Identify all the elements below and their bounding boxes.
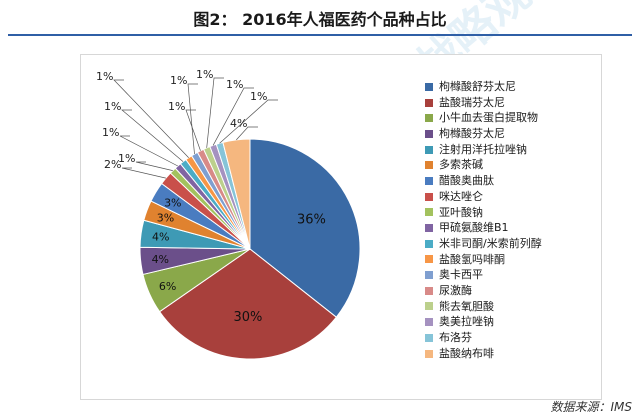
legend-item: 熊去氧胆酸 bbox=[425, 299, 625, 315]
legend-item: 多索茶碱 bbox=[425, 157, 625, 173]
legend-label: 尿激酶 bbox=[439, 283, 472, 297]
data-source: 数据来源：IMS bbox=[550, 400, 632, 414]
title-divider bbox=[8, 34, 632, 36]
legend-label: 枸橼酸芬太尼 bbox=[439, 127, 505, 141]
legend-swatch bbox=[425, 255, 433, 264]
slice-data-label: 2% bbox=[104, 158, 121, 171]
legend-label: 盐酸氢吗啡酮 bbox=[439, 252, 505, 266]
leader-line bbox=[113, 79, 189, 158]
legend-label: 多索茶碱 bbox=[439, 158, 483, 172]
legend-swatch bbox=[425, 176, 433, 185]
legend-item: 小牛血去蛋白提取物 bbox=[425, 110, 625, 126]
slice-data-label: 1% bbox=[104, 100, 121, 113]
legend-label: 亚叶酸钠 bbox=[439, 205, 483, 219]
leader-line bbox=[212, 87, 254, 146]
leader-line bbox=[135, 161, 173, 171]
legend-item: 注射用洋托拉唑钠 bbox=[425, 142, 625, 158]
slice-data-label: 1% bbox=[118, 152, 135, 165]
leader-line bbox=[121, 167, 166, 179]
slice-data-label: 6% bbox=[159, 280, 176, 293]
slice-data-label: 4% bbox=[152, 253, 169, 266]
legend-label: 醋酸奥曲肽 bbox=[439, 174, 494, 188]
slice-data-label: 4% bbox=[152, 230, 169, 243]
legend-label: 小牛血去蛋白提取物 bbox=[439, 111, 538, 125]
legend-swatch bbox=[425, 129, 433, 138]
legend-swatch bbox=[425, 318, 433, 327]
legend-swatch bbox=[425, 98, 433, 107]
leader-line bbox=[185, 109, 201, 151]
legend-label: 奥美拉唑钠 bbox=[439, 315, 494, 329]
legend-swatch bbox=[425, 208, 433, 217]
legend-label: 甲硫氨酸维B1 bbox=[439, 221, 509, 235]
leader-line bbox=[236, 126, 258, 141]
legend-item: 醋酸奥曲肽 bbox=[425, 173, 625, 189]
legend-swatch bbox=[425, 333, 433, 342]
legend-label: 米非司酮/米索前列醇 bbox=[439, 236, 542, 250]
legend-label: 盐酸瑞芬太尼 bbox=[439, 95, 505, 109]
legend-swatch bbox=[425, 224, 433, 233]
legend-swatch bbox=[425, 114, 433, 123]
legend-swatch bbox=[425, 271, 433, 280]
legend-swatch bbox=[425, 161, 433, 170]
leader-line bbox=[206, 77, 224, 148]
legend-item: 尿激酶 bbox=[425, 283, 625, 299]
legend-swatch bbox=[425, 192, 433, 201]
legend-item: 奥卡西平 bbox=[425, 267, 625, 283]
legend-item: 甲硫氨酸维B1 bbox=[425, 220, 625, 236]
slice-data-label: 1% bbox=[250, 90, 267, 103]
legend-label: 奥卡西平 bbox=[439, 268, 483, 282]
slice-data-label: 30% bbox=[233, 310, 262, 325]
legend-item: 枸橼酸芬太尼 bbox=[425, 126, 625, 142]
legend-item: 枸橼酸舒芬太尼 bbox=[425, 79, 625, 95]
slice-data-label: 1% bbox=[102, 126, 119, 139]
legend-label: 注射用洋托拉唑钠 bbox=[439, 142, 527, 156]
legend-swatch bbox=[425, 302, 433, 311]
leader-line bbox=[119, 135, 178, 167]
pie-slice bbox=[158, 248, 338, 360]
legend-item: 盐酸瑞芬太尼 bbox=[425, 95, 625, 111]
legend-label: 盐酸纳布啡 bbox=[439, 346, 494, 360]
leader-line bbox=[219, 99, 278, 144]
legend-item: 奥美拉唑钠 bbox=[425, 314, 625, 330]
slice-data-label: 1% bbox=[196, 68, 213, 81]
leader-line bbox=[121, 109, 184, 162]
legend-swatch bbox=[425, 145, 433, 154]
slice-data-label: 3% bbox=[164, 196, 181, 209]
legend-item: 盐酸氢吗啡酮 bbox=[425, 252, 625, 268]
slice-data-label: 1% bbox=[96, 70, 113, 83]
slice-data-label: 3% bbox=[157, 211, 174, 224]
legend-swatch bbox=[425, 82, 433, 91]
legend-item: 盐酸纳布啡 bbox=[425, 346, 625, 362]
chart-title: 图2： 2016年人福医药个品种占比 bbox=[193, 10, 447, 29]
legend-label: 枸橼酸舒芬太尼 bbox=[439, 80, 516, 93]
legend-item: 布洛芬 bbox=[425, 330, 625, 346]
legend-item: 亚叶酸钠 bbox=[425, 205, 625, 221]
legend-swatch bbox=[425, 286, 433, 295]
slice-data-label: 1% bbox=[226, 78, 243, 91]
legend-label: 熊去氧胆酸 bbox=[439, 299, 494, 313]
legend-swatch bbox=[425, 239, 433, 248]
legend-item: 米非司酮/米索前列醇 bbox=[425, 236, 625, 252]
chart-legend: 枸橼酸舒芬太尼 盐酸瑞芬太尼小牛血去蛋白提取物 枸橼酸芬太尼 注射用洋托拉唑钠 多索茶碱… bbox=[425, 79, 625, 361]
pie-slice bbox=[249, 138, 361, 318]
legend-item: 咪达唑仑 bbox=[425, 189, 625, 205]
slice-data-label: 4% bbox=[230, 117, 247, 130]
slice-data-label: 1% bbox=[168, 100, 185, 113]
legend-label: 咪达唑仑 bbox=[439, 189, 483, 203]
legend-swatch bbox=[425, 349, 433, 358]
legend-label: 布洛芬 bbox=[439, 331, 472, 344]
leader-line bbox=[187, 83, 198, 155]
slice-data-label: 1% bbox=[170, 74, 187, 87]
slice-data-label: 36% bbox=[297, 212, 326, 227]
